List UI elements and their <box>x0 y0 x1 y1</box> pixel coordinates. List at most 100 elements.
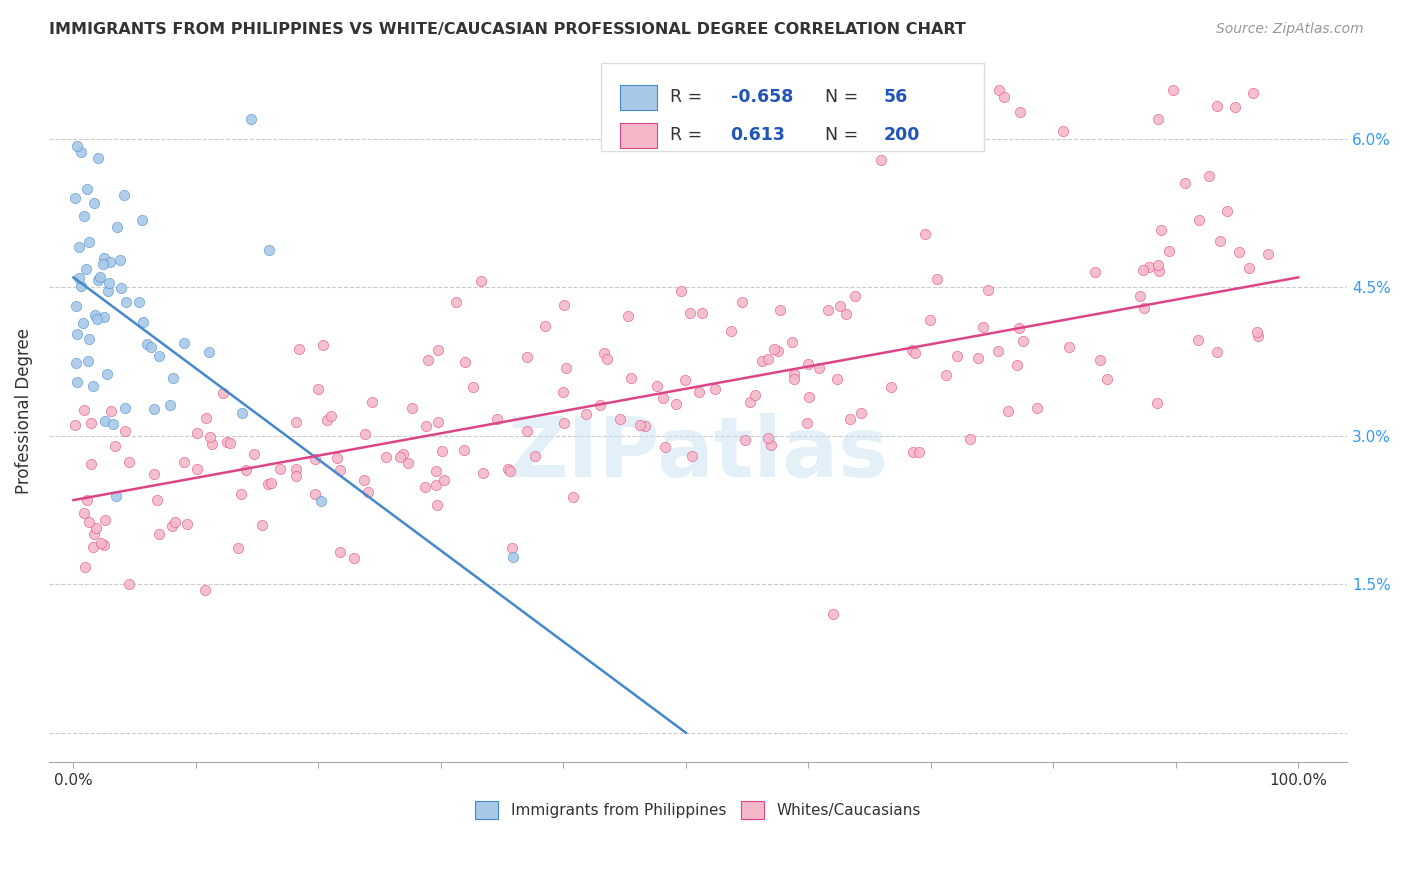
Point <box>768 344 790 359</box>
Point <box>66 139 89 153</box>
Point <box>76 492 98 507</box>
Point <box>186 462 208 476</box>
Point <box>96 367 118 381</box>
Point <box>1188 213 1211 227</box>
Point <box>425 464 447 478</box>
Point <box>681 449 703 463</box>
Point <box>98 255 121 269</box>
Point <box>925 272 948 286</box>
Point <box>307 382 329 396</box>
Point <box>388 450 411 465</box>
Point <box>762 342 785 356</box>
Point <box>148 527 170 541</box>
Point <box>471 466 494 480</box>
Point <box>553 416 575 430</box>
Point <box>79 457 101 471</box>
Point <box>76 182 98 196</box>
Point <box>415 418 437 433</box>
Point <box>444 294 467 309</box>
Point <box>176 517 198 532</box>
Point <box>79 416 101 430</box>
Point <box>426 415 449 429</box>
Point <box>1008 320 1031 334</box>
Point <box>72 317 94 331</box>
Text: 0.613: 0.613 <box>731 127 786 145</box>
Point <box>849 406 872 420</box>
Point <box>87 151 110 165</box>
Point <box>720 325 742 339</box>
Point <box>1247 329 1270 343</box>
Point <box>808 360 831 375</box>
Point <box>1133 301 1156 315</box>
Point <box>935 368 957 383</box>
Point <box>596 351 619 366</box>
Point <box>486 411 509 425</box>
Point <box>231 406 253 420</box>
Point <box>1174 176 1197 190</box>
Point <box>329 544 352 558</box>
Point <box>83 196 105 211</box>
Point <box>353 474 375 488</box>
Point <box>75 261 97 276</box>
Point <box>357 485 380 500</box>
Point <box>945 349 967 363</box>
Point <box>65 299 87 313</box>
Point <box>1157 244 1180 258</box>
Point <box>920 312 942 326</box>
Point <box>796 417 818 431</box>
Point <box>1146 112 1168 126</box>
Point <box>139 340 162 354</box>
Point <box>1095 372 1118 386</box>
Point <box>502 549 524 564</box>
Point <box>198 430 221 444</box>
Point <box>551 384 574 399</box>
Point <box>617 309 640 323</box>
Point <box>361 395 384 409</box>
Point <box>148 350 170 364</box>
Point <box>329 463 352 477</box>
Point <box>1083 265 1105 279</box>
Point <box>77 332 100 346</box>
Point <box>669 284 692 298</box>
Point <box>284 469 307 483</box>
Point <box>82 379 104 393</box>
Point <box>312 338 335 352</box>
Bar <box>620 85 657 110</box>
Point <box>734 434 756 448</box>
Point <box>1150 223 1173 237</box>
Point <box>309 494 332 508</box>
Point <box>1198 169 1220 184</box>
Point <box>575 407 598 421</box>
Point <box>904 345 927 359</box>
Point <box>146 492 169 507</box>
Point <box>114 294 136 309</box>
Point <box>65 191 87 205</box>
Point <box>1241 86 1264 100</box>
Point <box>1205 344 1227 359</box>
Text: N =: N = <box>825 127 865 145</box>
Point <box>114 401 136 415</box>
Point <box>799 390 821 404</box>
Point <box>97 284 120 298</box>
Point <box>589 398 612 412</box>
Point <box>194 583 217 598</box>
Text: 56: 56 <box>884 88 908 106</box>
Text: ZIPatlas: ZIPatlas <box>508 413 889 493</box>
Point <box>416 352 439 367</box>
Point <box>93 252 115 266</box>
Point <box>914 227 936 241</box>
Point <box>634 418 657 433</box>
Point <box>160 518 183 533</box>
Point <box>553 298 575 312</box>
Point <box>562 490 585 504</box>
Point <box>162 370 184 384</box>
Point <box>993 90 1015 104</box>
Point <box>269 462 291 476</box>
Point <box>731 295 754 310</box>
Point <box>260 476 283 491</box>
Point <box>73 403 96 417</box>
Point <box>77 515 100 529</box>
Point <box>110 281 132 295</box>
Point <box>620 371 643 385</box>
Point <box>186 426 208 441</box>
